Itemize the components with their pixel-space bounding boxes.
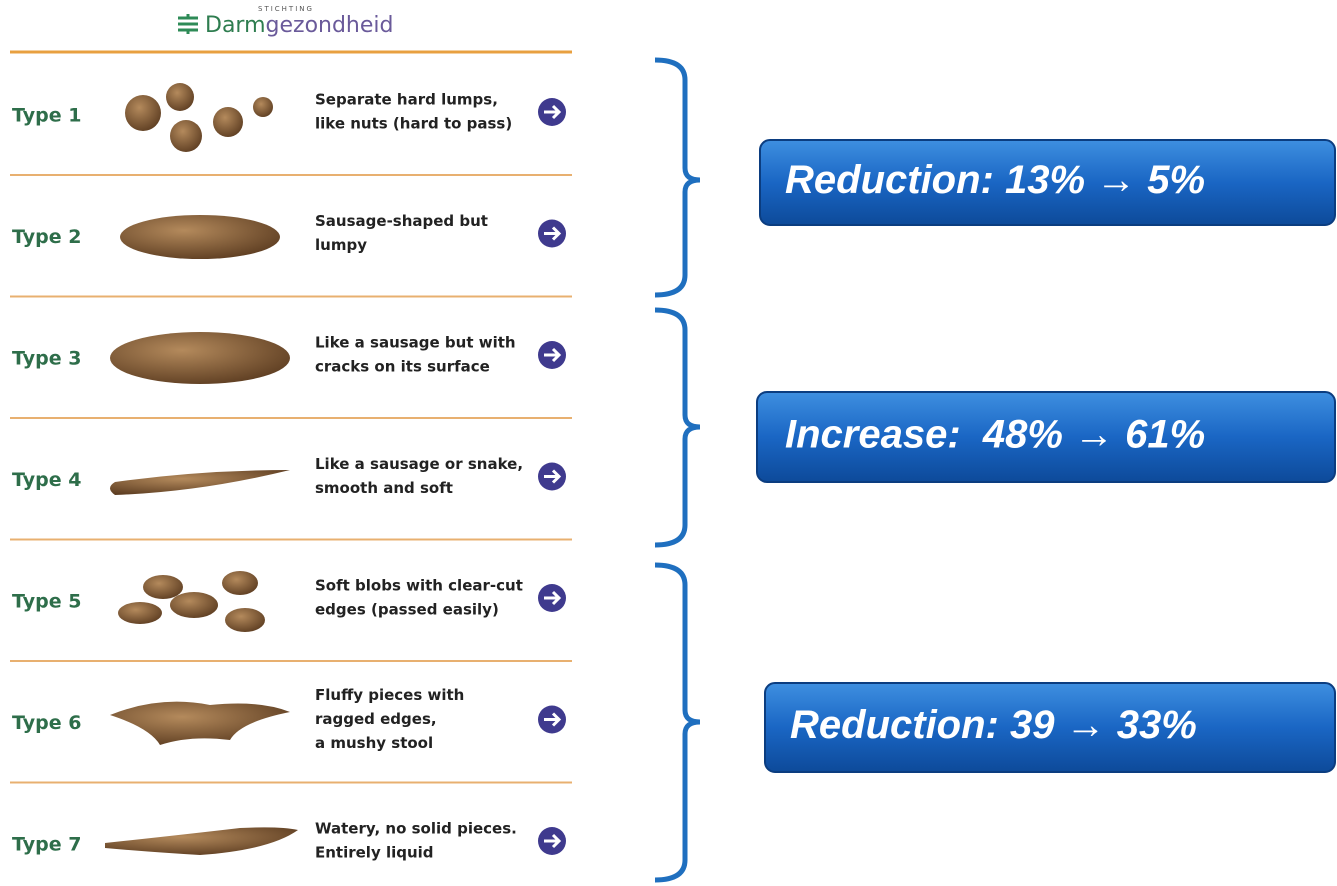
row-label: Type 6 [12, 712, 81, 734]
bracket [655, 310, 700, 545]
logo-suffix: gezondheid [266, 13, 394, 38]
row-description: Soft blobs with clear-cut [315, 577, 523, 595]
logo-icon [178, 14, 198, 34]
row-description: ragged edges, [315, 710, 437, 728]
bracket [655, 565, 700, 880]
logo-overline: STICHTING [258, 5, 314, 13]
row-description: Like a sausage or snake, [315, 455, 523, 473]
row-description: edges (passed easily) [315, 601, 499, 619]
row-label: Type 3 [12, 348, 81, 370]
row-description: smooth and soft [315, 479, 453, 497]
row-description: Sausage-shaped but [315, 212, 488, 230]
bracket [655, 60, 700, 295]
row-description: Entirely liquid [315, 844, 434, 862]
row-label: Type 4 [12, 469, 81, 491]
row-description: Separate hard lumps, [315, 91, 498, 109]
row-label: Type 7 [12, 834, 81, 856]
logo-prefix: Darm [205, 13, 266, 38]
summary-text: Increase: 48% → 61% [785, 413, 1205, 457]
row-description: a mushy stool [315, 734, 433, 752]
row-description: Watery, no solid pieces. [315, 820, 517, 838]
row-description: cracks on its surface [315, 358, 490, 376]
row-description: lumpy [315, 236, 367, 254]
row-label: Type 1 [12, 105, 81, 127]
page: STICHTING Darmgezondheid Type 1 Separate … [0, 0, 1337, 886]
stool-images [105, 83, 298, 855]
logo-text: Darmgezondheid [205, 13, 394, 38]
logo: STICHTING Darmgezondheid [178, 5, 394, 38]
row-description: Fluffy pieces with [315, 686, 464, 704]
row-label: Type 5 [12, 591, 81, 613]
summary-text: Reduction: 39 → 33% [790, 703, 1197, 747]
row-label: Type 2 [12, 226, 81, 248]
summary-text: Reduction: 13% → 5% [785, 158, 1205, 202]
row-description: like nuts (hard to pass) [315, 115, 512, 133]
row-description: Like a sausage but with [315, 334, 516, 352]
